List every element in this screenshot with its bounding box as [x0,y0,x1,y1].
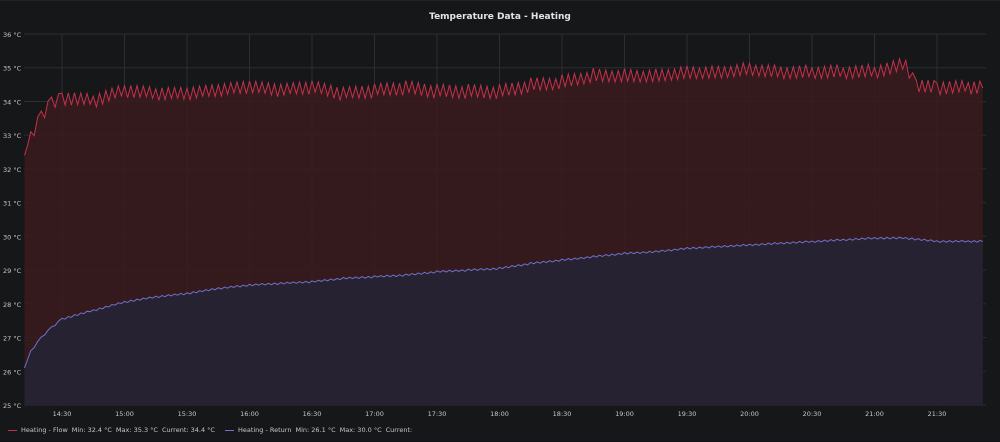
x-tick-label: 14:30 [53,410,72,418]
series-lines [24,56,984,369]
x-tick-label: 18:00 [490,410,509,418]
x-tick-label: 20:00 [740,410,759,418]
legend-current-flow: Current: 34.4 °C [161,426,215,434]
x-tick-label: 16:00 [240,410,259,418]
x-tick-label: 20:30 [803,410,822,418]
legend-min-return: Min: 26.1 °C [295,426,336,434]
x-tick-label: 19:00 [615,410,634,418]
x-tick-label: 21:30 [928,410,947,418]
legend-min-flow: Min: 32.4 °C [71,426,112,434]
x-tick-label: 15:00 [115,410,134,418]
legend-item-flow[interactable]: Heating - Flow Min: 32.4 °C Max: 35.3 °C… [8,426,215,434]
legend-max-return: Max: 30.0 °C [339,426,382,434]
legend-current-return: Current: [385,426,413,434]
legend: Heating - Flow Min: 32.4 °C Max: 35.3 °C… [8,423,422,437]
x-tick-label: 18:30 [553,410,572,418]
y-tick-label: 27 °C [3,335,22,343]
legend-label-flow: Heating - Flow [21,426,68,434]
y-tick-label: 36 °C [3,31,22,39]
legend-label-return: Heating - Return [237,426,292,434]
y-tick-label: 26 °C [3,368,22,376]
x-tick-label: 15:30 [178,410,197,418]
y-tick-label: 32 °C [3,166,22,174]
y-tick-label: 35 °C [3,65,22,73]
x-tick-label: 21:00 [865,410,884,418]
y-axis-ticks: 25 °C 26 °C 27 °C 28 °C 29 °C 30 °C 31 °C 32 °C… [3,31,22,410]
y-tick-label: 33 °C [3,132,22,140]
series-area-return [24,237,983,405]
x-tick-label: 19:30 [678,410,697,418]
series-line-flow[interactable] [24,56,984,156]
y-tick-label: 25 °C [3,402,22,410]
x-tick-label: 17:30 [428,410,447,418]
series-areas [24,58,983,405]
legend-swatch-return [224,429,234,431]
x-tick-label: 16:30 [303,410,322,418]
y-tick-label: 31 °C [3,200,22,208]
y-tick-label: 28 °C [3,301,22,309]
legend-max-flow: Max: 35.3 °C [115,426,158,434]
series-line-return[interactable] [24,236,983,369]
x-tick-label: 17:00 [365,410,384,418]
y-tick-label: 29 °C [3,267,22,275]
legend-swatch-flow [8,429,17,431]
y-tick-label: 34 °C [3,98,22,106]
y-tick-label: 30 °C [3,233,22,241]
chart-title: Temperature Data - Heating [429,12,571,22]
x-axis-ticks: 14:30 15:00 15:30 16:00 16:30 17:00 17:30 18:00… [53,410,947,418]
legend-item-return[interactable]: Heating - Return Min: 26.1 °C Max: 30.0 … [224,426,413,434]
